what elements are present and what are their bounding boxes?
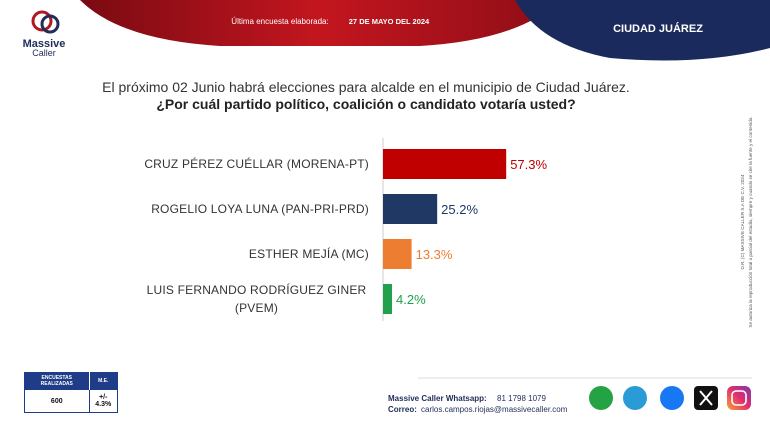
chart-subtitle: ¿Por cuál partido político, coalición o … bbox=[156, 96, 575, 112]
table-cell: +/- 4.3% bbox=[88, 389, 118, 413]
category-label: LUIS FERNANDO RODRÍGUEZ GINER (PVEM) bbox=[146, 283, 367, 315]
value-label: 57.3% bbox=[510, 157, 547, 172]
bar bbox=[383, 239, 412, 269]
table-header-cell: ENCUESTAS REALIZADAS bbox=[24, 372, 90, 390]
bar bbox=[383, 284, 393, 314]
survey-label: Última encuesta elaborada: bbox=[231, 17, 328, 26]
bars: 57.3% 25.2% 13.3% 4.2% bbox=[382, 138, 547, 321]
category-label: CRUZ PÉREZ CUÉLLAR (MORENA-PT) bbox=[144, 157, 369, 171]
logo-text: Caller bbox=[32, 48, 56, 58]
survey-date: 27 DE MAYO DEL 2024 bbox=[349, 17, 430, 26]
email: carlos.campos.riojas@massivecaller.com bbox=[421, 405, 568, 414]
side-note: D.R. (C) MASSIVE CALLER S.A DE C.V. 2024 bbox=[740, 174, 745, 270]
header-band bbox=[80, 0, 560, 46]
bar bbox=[383, 149, 507, 179]
logo-icon bbox=[31, 10, 60, 34]
value-label: 25.2% bbox=[441, 202, 478, 217]
table-cell: 600 bbox=[24, 389, 90, 413]
value-label: 4.2% bbox=[396, 292, 426, 307]
table-header: ENCUESTAS REALIZADAS M.E. bbox=[24, 372, 118, 390]
city: CIUDAD JUÁREZ bbox=[613, 22, 703, 35]
side-note: Se autoriza la reproducción total o parc… bbox=[748, 116, 753, 327]
category-label: ESTHER MEJÍA (MC) bbox=[248, 247, 369, 261]
whatsapp-label: Massive Caller Whatsapp: bbox=[388, 394, 487, 403]
email-label: Correo: bbox=[388, 405, 417, 414]
chart-title: El próximo 02 Junio habrá elecciones par… bbox=[102, 79, 630, 95]
survey-table: ENCUESTAS REALIZADAS M.E. 600 +/- 4.3% bbox=[24, 372, 118, 413]
table-header-cell: M.E. bbox=[88, 372, 118, 390]
table-row: 600 +/- 4.3% bbox=[24, 389, 118, 413]
logo-text: Massive bbox=[23, 38, 66, 50]
whatsapp: 81 1798 1079 bbox=[497, 394, 546, 403]
category-label: ROGELIO LOYA LUNA (PAN-PRI-PRD) bbox=[151, 202, 369, 216]
bar bbox=[383, 194, 438, 224]
header-shape bbox=[515, 0, 770, 61]
social-icons bbox=[589, 386, 751, 410]
value-label: 13.3% bbox=[416, 247, 453, 262]
